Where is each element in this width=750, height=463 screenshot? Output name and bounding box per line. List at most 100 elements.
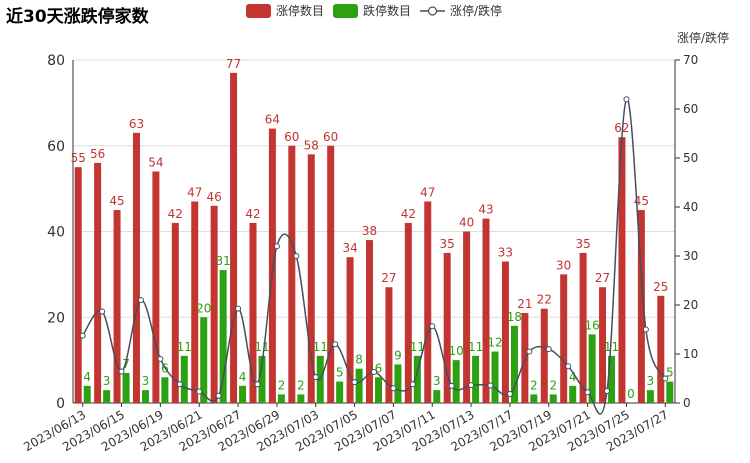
- bar-limit-down[interactable]: [452, 360, 460, 403]
- bar-limit-up[interactable]: [560, 274, 568, 403]
- bar-limit-down[interactable]: [122, 372, 130, 403]
- ratio-point[interactable]: [662, 375, 669, 382]
- ratio-point[interactable]: [468, 382, 475, 389]
- ratio-point[interactable]: [196, 388, 203, 395]
- ratio-point[interactable]: [448, 382, 455, 389]
- ratio-point[interactable]: [545, 346, 552, 353]
- bar-limit-down[interactable]: [375, 377, 382, 403]
- bar-limit-down[interactable]: [666, 381, 674, 403]
- ratio-point[interactable]: [215, 392, 222, 399]
- bar-limit-up[interactable]: [191, 201, 199, 403]
- ratio-point[interactable]: [79, 332, 86, 339]
- bar-limit-up[interactable]: [152, 171, 160, 403]
- bar-limit-up[interactable]: [482, 218, 490, 403]
- ratio-point[interactable]: [371, 368, 377, 375]
- ratio-point[interactable]: [99, 308, 106, 315]
- bar-limit-down[interactable]: [277, 394, 285, 403]
- ratio-point[interactable]: [429, 323, 436, 330]
- bar-limit-down[interactable]: [219, 270, 227, 403]
- bar-limit-down[interactable]: [588, 334, 596, 403]
- bar-limit-down[interactable]: [83, 385, 91, 403]
- bar-limit-down[interactable]: [336, 381, 344, 403]
- ratio-point[interactable]: [293, 253, 300, 259]
- bar-limit-down[interactable]: [180, 355, 188, 403]
- bar-limit-up[interactable]: [346, 257, 354, 403]
- bar-limit-up[interactable]: [385, 287, 393, 403]
- bar-limit-up[interactable]: [94, 162, 102, 403]
- ratio-point[interactable]: [235, 305, 242, 312]
- legend-label[interactable]: 涨停数目: [276, 3, 324, 18]
- ratio-point[interactable]: [642, 326, 649, 333]
- bar-limit-down[interactable]: [258, 355, 266, 403]
- ratio-point[interactable]: [332, 341, 339, 348]
- legend-swatch-ratio-dot[interactable]: [427, 6, 438, 16]
- bar-limit-down[interactable]: [608, 355, 616, 403]
- bar-limit-up[interactable]: [637, 210, 645, 403]
- bar-limit-up[interactable]: [307, 154, 315, 403]
- ratio-point[interactable]: [137, 297, 144, 304]
- bar-limit-down[interactable]: [355, 368, 363, 403]
- bar-limit-up[interactable]: [443, 252, 451, 403]
- bar-limit-up[interactable]: [540, 308, 548, 403]
- bar-limit-down[interactable]: [200, 317, 208, 403]
- bar-limit-down[interactable]: [510, 325, 518, 403]
- bar-limit-down[interactable]: [433, 390, 441, 403]
- bar-limit-down[interactable]: [472, 355, 480, 403]
- bar-limit-up[interactable]: [132, 132, 140, 403]
- ratio-point[interactable]: [176, 381, 183, 388]
- bar-limit-up[interactable]: [599, 287, 607, 403]
- legend-swatch-limit-up[interactable]: [246, 4, 271, 18]
- bar-limit-down[interactable]: [646, 390, 654, 403]
- y-right-tick-label: 0: [683, 396, 691, 410]
- bar-limit-down[interactable]: [491, 351, 499, 403]
- ratio-point[interactable]: [409, 381, 416, 388]
- ratio-point[interactable]: [604, 387, 611, 394]
- bar-limit-up[interactable]: [657, 295, 665, 403]
- bar-limit-up[interactable]: [327, 145, 335, 403]
- ratio-point[interactable]: [351, 379, 358, 386]
- bar-limit-down[interactable]: [394, 364, 402, 403]
- bar-limit-up[interactable]: [113, 210, 121, 403]
- bar-limit-down[interactable]: [569, 385, 577, 403]
- legend-label[interactable]: 跌停数目: [363, 3, 411, 18]
- ratio-point[interactable]: [584, 389, 591, 396]
- ratio-point[interactable]: [526, 348, 533, 355]
- bar-limit-up[interactable]: [404, 222, 412, 403]
- bar-limit-up[interactable]: [288, 145, 296, 403]
- ratio-point[interactable]: [157, 355, 164, 362]
- bar-label-limit-down: 4: [83, 370, 91, 384]
- ratio-point[interactable]: [565, 363, 572, 370]
- ratio-point[interactable]: [118, 368, 125, 375]
- ratio-point[interactable]: [390, 385, 397, 392]
- bar-limit-up[interactable]: [210, 205, 218, 403]
- ratio-point[interactable]: [273, 243, 280, 250]
- ratio-point[interactable]: [254, 381, 261, 388]
- bar-limit-up[interactable]: [366, 240, 373, 403]
- bar-limit-down[interactable]: [141, 390, 149, 403]
- bar-limit-up[interactable]: [618, 137, 626, 404]
- bar-limit-up[interactable]: [579, 252, 587, 403]
- bar-limit-down[interactable]: [103, 390, 111, 403]
- ratio-point[interactable]: [312, 374, 319, 381]
- bar-limit-down[interactable]: [530, 394, 538, 403]
- bar-limit-up[interactable]: [521, 312, 529, 403]
- legend-label[interactable]: 涨停/跌停: [450, 3, 502, 18]
- bar-limit-down[interactable]: [161, 377, 169, 403]
- bar-label-limit-up: 47: [187, 185, 202, 199]
- bar-limit-up[interactable]: [501, 261, 509, 403]
- ratio-point[interactable]: [506, 391, 513, 398]
- bar-limit-up[interactable]: [171, 222, 179, 403]
- bar-limit-down[interactable]: [239, 385, 247, 403]
- bar-limit-up[interactable]: [74, 167, 82, 403]
- bar-limit-up[interactable]: [463, 231, 471, 404]
- legend-swatch-limit-down[interactable]: [333, 4, 358, 18]
- bar-limit-down[interactable]: [413, 355, 421, 403]
- bar-limit-down[interactable]: [297, 394, 305, 403]
- ratio-point[interactable]: [487, 382, 494, 389]
- bar-limit-up[interactable]: [424, 201, 432, 403]
- bar-limit-down[interactable]: [549, 394, 557, 403]
- ratio-point[interactable]: [623, 96, 630, 103]
- bar-limit-up[interactable]: [249, 222, 257, 403]
- bar-limit-up[interactable]: [268, 128, 276, 403]
- bar-limit-up[interactable]: [230, 72, 238, 404]
